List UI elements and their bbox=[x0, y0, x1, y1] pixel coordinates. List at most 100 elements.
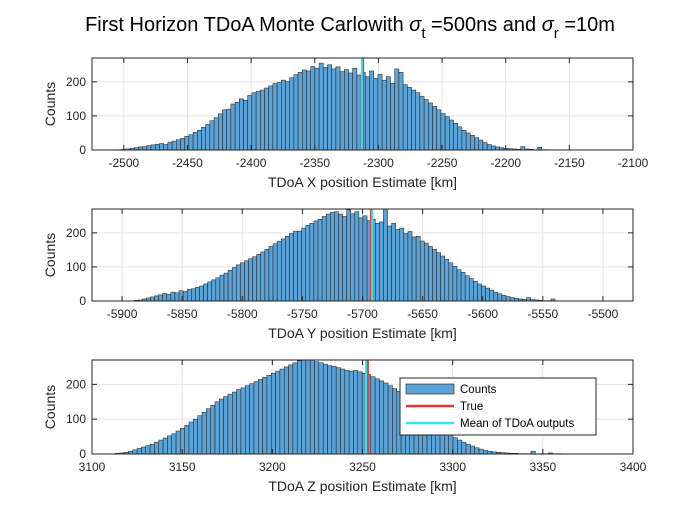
histogram-bar bbox=[167, 141, 173, 150]
histogram-bar bbox=[483, 450, 488, 454]
x-tick-label: -5600 bbox=[467, 307, 498, 321]
histogram-bar bbox=[285, 236, 290, 301]
histogram-bar bbox=[207, 281, 212, 301]
histogram-bar bbox=[501, 294, 507, 301]
histogram-bar bbox=[159, 143, 164, 150]
subplot-2: -5900 -5850 -5800 -5750 -5700 -5650 -5600 -5550… bbox=[42, 208, 634, 341]
histogram-bar bbox=[136, 448, 142, 454]
histogram-bar bbox=[255, 91, 261, 150]
histogram-bar bbox=[154, 441, 159, 454]
histogram-bar bbox=[222, 109, 227, 150]
y-tick-label: 0 bbox=[79, 294, 86, 308]
histogram-bar bbox=[182, 291, 188, 301]
histogram-bar bbox=[411, 89, 416, 150]
histogram-bar bbox=[323, 67, 328, 150]
histogram-bar bbox=[248, 258, 253, 301]
histogram-bar bbox=[275, 370, 281, 454]
y-tick-label: 100 bbox=[66, 260, 86, 274]
histogram-bar bbox=[354, 211, 360, 301]
histogram-bar bbox=[399, 227, 405, 301]
histogram-bar bbox=[195, 287, 200, 301]
histogram-bar bbox=[379, 221, 384, 301]
histogram-bar bbox=[331, 366, 337, 454]
histogram-bar bbox=[301, 227, 307, 301]
legend-label: Counts bbox=[460, 384, 497, 396]
title-mid: =500ns and bbox=[425, 14, 541, 36]
histogram-bar bbox=[461, 441, 467, 454]
histogram-bar bbox=[335, 66, 341, 150]
histogram-bar bbox=[176, 139, 181, 150]
histogram-bar bbox=[306, 70, 311, 150]
x-tick-label: -2100 bbox=[618, 156, 649, 170]
histogram-bar bbox=[226, 108, 232, 150]
histogram-bar bbox=[456, 269, 462, 301]
histogram-bar bbox=[348, 72, 353, 150]
histogram-bar bbox=[297, 230, 302, 301]
x-tick-label: -2300 bbox=[363, 156, 394, 170]
subplots: -2500 -2450 -2400 -2350 -2300 -2250 -2200 -2150… bbox=[42, 57, 649, 494]
histogram-bar bbox=[402, 84, 408, 150]
histogram-bar bbox=[432, 248, 437, 301]
x-tick-label: -2250 bbox=[427, 156, 458, 170]
histogram-bar bbox=[132, 449, 138, 454]
title-subscript-r: r bbox=[554, 25, 559, 42]
histogram-bar bbox=[318, 62, 324, 150]
histogram-bar bbox=[440, 255, 445, 301]
histogram-bar bbox=[520, 146, 526, 150]
histogram-bar bbox=[457, 439, 462, 454]
histogram-bar bbox=[240, 387, 246, 454]
histogram-bar bbox=[379, 380, 385, 454]
histogram-bar bbox=[344, 69, 349, 150]
histogram-bar bbox=[264, 248, 270, 301]
histogram-bar bbox=[231, 267, 237, 301]
histogram-bar bbox=[268, 246, 274, 301]
histogram-bar bbox=[213, 117, 219, 150]
x-axis-label: TDoA Y position Estimate [km] bbox=[268, 325, 457, 341]
histogram-bar bbox=[448, 262, 454, 301]
x-tick-label: -5700 bbox=[347, 307, 378, 321]
histogram-bar bbox=[163, 144, 169, 150]
histogram-bar bbox=[240, 262, 245, 301]
histogram-bar bbox=[230, 103, 236, 150]
sigma-r-symbol: σ bbox=[542, 14, 555, 36]
subplot-3: 3100 3150 3200 3250 3300 3350 3400 0 100 200 TDoA … bbox=[42, 359, 647, 494]
histogram-bar bbox=[162, 293, 168, 301]
histogram-bar bbox=[428, 102, 433, 150]
x-tick-label: -5750 bbox=[287, 307, 318, 321]
histogram-bar bbox=[184, 136, 190, 150]
histogram-bar bbox=[348, 370, 354, 454]
histogram-bar bbox=[444, 259, 450, 301]
histogram-bar bbox=[214, 401, 220, 454]
histogram-bar bbox=[460, 272, 466, 301]
x-tick-label: -2450 bbox=[172, 156, 203, 170]
histogram-bar bbox=[449, 119, 454, 150]
legend-label: True bbox=[460, 401, 483, 413]
histogram-bar bbox=[223, 272, 229, 301]
histogram-bar bbox=[268, 85, 274, 150]
histogram-bar bbox=[266, 375, 272, 454]
histogram-bar bbox=[219, 274, 225, 301]
histogram-bar bbox=[428, 246, 433, 301]
histogram-bar bbox=[477, 283, 482, 301]
histogram-bar bbox=[452, 437, 458, 454]
histogram-bar bbox=[473, 280, 478, 301]
histogram-bar bbox=[201, 126, 206, 150]
histogram-bar bbox=[201, 411, 207, 454]
histogram-bar bbox=[365, 76, 370, 150]
histogram-bar bbox=[419, 240, 425, 301]
histogram-bar bbox=[244, 260, 249, 301]
histogram-bar bbox=[234, 102, 240, 150]
title-subscript-t: t bbox=[421, 25, 426, 42]
histogram-bar bbox=[317, 218, 323, 301]
histogram-bar bbox=[411, 236, 417, 301]
histogram-bar bbox=[188, 421, 194, 454]
subplot-1: -2500 -2450 -2400 -2350 -2300 -2250 -2200 -2150… bbox=[42, 57, 649, 190]
histogram-bar bbox=[469, 278, 474, 301]
histogram-bar bbox=[158, 294, 163, 301]
histogram-bar bbox=[227, 393, 233, 454]
histogram-bar bbox=[218, 113, 223, 150]
title-main: First Horizon TDoA Monte Carlowith bbox=[85, 14, 409, 36]
histogram-bar bbox=[310, 66, 316, 150]
histogram-bar bbox=[352, 67, 358, 150]
